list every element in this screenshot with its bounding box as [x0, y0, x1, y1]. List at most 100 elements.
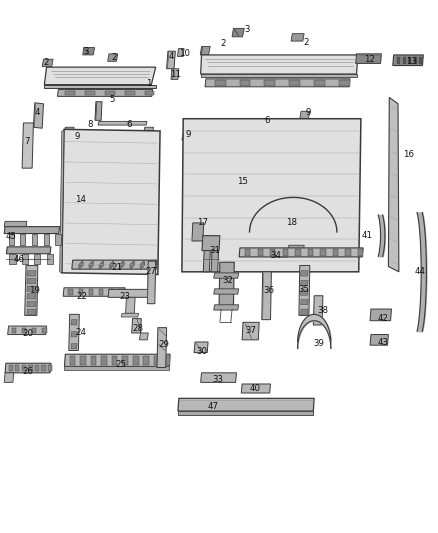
- Text: 42: 42: [378, 313, 389, 322]
- Polygon shape: [201, 74, 357, 77]
- Polygon shape: [48, 365, 52, 371]
- Polygon shape: [27, 309, 36, 314]
- Polygon shape: [201, 55, 358, 74]
- Text: 5: 5: [109, 94, 115, 103]
- Polygon shape: [270, 249, 276, 256]
- Polygon shape: [403, 56, 406, 64]
- Polygon shape: [370, 335, 389, 345]
- Polygon shape: [214, 273, 239, 278]
- Polygon shape: [15, 365, 19, 371]
- Text: 9: 9: [306, 108, 311, 117]
- Polygon shape: [178, 411, 313, 415]
- Polygon shape: [300, 271, 308, 276]
- Text: 26: 26: [23, 367, 34, 376]
- Text: 8: 8: [88, 119, 93, 128]
- Polygon shape: [154, 356, 159, 365]
- Polygon shape: [300, 290, 308, 295]
- Polygon shape: [232, 28, 244, 37]
- Polygon shape: [214, 305, 239, 310]
- Polygon shape: [300, 309, 308, 314]
- Text: 1: 1: [146, 78, 152, 87]
- Polygon shape: [108, 289, 153, 297]
- Text: 3: 3: [83, 47, 88, 55]
- Text: 20: 20: [22, 329, 33, 338]
- Polygon shape: [140, 333, 148, 340]
- Polygon shape: [109, 289, 113, 295]
- Polygon shape: [4, 227, 60, 233]
- Text: 37: 37: [245, 326, 256, 335]
- Polygon shape: [5, 364, 51, 373]
- Polygon shape: [33, 103, 43, 128]
- Text: 32: 32: [222, 276, 233, 285]
- Text: 30: 30: [196, 347, 207, 356]
- Polygon shape: [71, 320, 77, 325]
- Polygon shape: [27, 278, 36, 284]
- Text: 45: 45: [5, 232, 16, 241]
- Text: 3: 3: [245, 26, 250, 35]
- Polygon shape: [288, 245, 304, 253]
- Text: 12: 12: [364, 55, 375, 63]
- Polygon shape: [44, 233, 49, 245]
- Text: 33: 33: [212, 375, 223, 384]
- Polygon shape: [57, 90, 152, 96]
- Text: 2: 2: [111, 53, 117, 62]
- Polygon shape: [72, 260, 157, 269]
- Polygon shape: [239, 248, 363, 257]
- Text: 9: 9: [186, 130, 191, 139]
- Polygon shape: [219, 262, 234, 309]
- Polygon shape: [291, 34, 304, 41]
- Polygon shape: [22, 123, 33, 168]
- Polygon shape: [166, 51, 175, 69]
- Polygon shape: [241, 384, 271, 393]
- Polygon shape: [132, 319, 141, 333]
- Text: 28: 28: [133, 324, 144, 333]
- Polygon shape: [9, 233, 14, 245]
- Polygon shape: [44, 85, 155, 88]
- Polygon shape: [242, 322, 259, 340]
- Polygon shape: [44, 67, 155, 85]
- Polygon shape: [171, 69, 179, 79]
- Polygon shape: [95, 102, 102, 120]
- Polygon shape: [80, 356, 86, 365]
- Polygon shape: [295, 249, 300, 256]
- Text: 29: 29: [158, 340, 169, 349]
- Text: 18: 18: [286, 218, 297, 227]
- Text: 2: 2: [44, 59, 49, 67]
- Polygon shape: [157, 328, 166, 368]
- Polygon shape: [112, 356, 117, 365]
- Polygon shape: [130, 261, 135, 269]
- Text: 41: 41: [361, 231, 372, 240]
- Text: 10: 10: [179, 50, 190, 58]
- Polygon shape: [55, 233, 60, 245]
- Polygon shape: [145, 91, 154, 95]
- Polygon shape: [34, 254, 40, 264]
- Polygon shape: [370, 309, 392, 321]
- Polygon shape: [68, 289, 73, 295]
- Polygon shape: [308, 249, 313, 256]
- Polygon shape: [194, 342, 208, 353]
- Polygon shape: [89, 289, 93, 295]
- Polygon shape: [83, 47, 95, 55]
- Text: 39: 39: [313, 339, 324, 348]
- Polygon shape: [35, 365, 39, 371]
- Text: 14: 14: [75, 195, 86, 204]
- Text: 38: 38: [318, 305, 328, 314]
- Polygon shape: [63, 288, 125, 296]
- Text: 19: 19: [29, 286, 40, 295]
- Polygon shape: [258, 249, 263, 256]
- Polygon shape: [105, 91, 115, 95]
- Polygon shape: [71, 344, 77, 349]
- Polygon shape: [71, 332, 77, 337]
- Text: 31: 31: [209, 246, 220, 255]
- Polygon shape: [320, 249, 325, 256]
- Polygon shape: [133, 356, 138, 365]
- Polygon shape: [42, 59, 53, 67]
- Polygon shape: [397, 56, 400, 64]
- Text: 16: 16: [403, 150, 414, 159]
- Polygon shape: [211, 251, 219, 272]
- Text: 22: 22: [76, 292, 87, 301]
- Text: 34: 34: [270, 252, 281, 260]
- Polygon shape: [64, 127, 74, 135]
- Polygon shape: [78, 261, 84, 269]
- Polygon shape: [121, 313, 139, 317]
